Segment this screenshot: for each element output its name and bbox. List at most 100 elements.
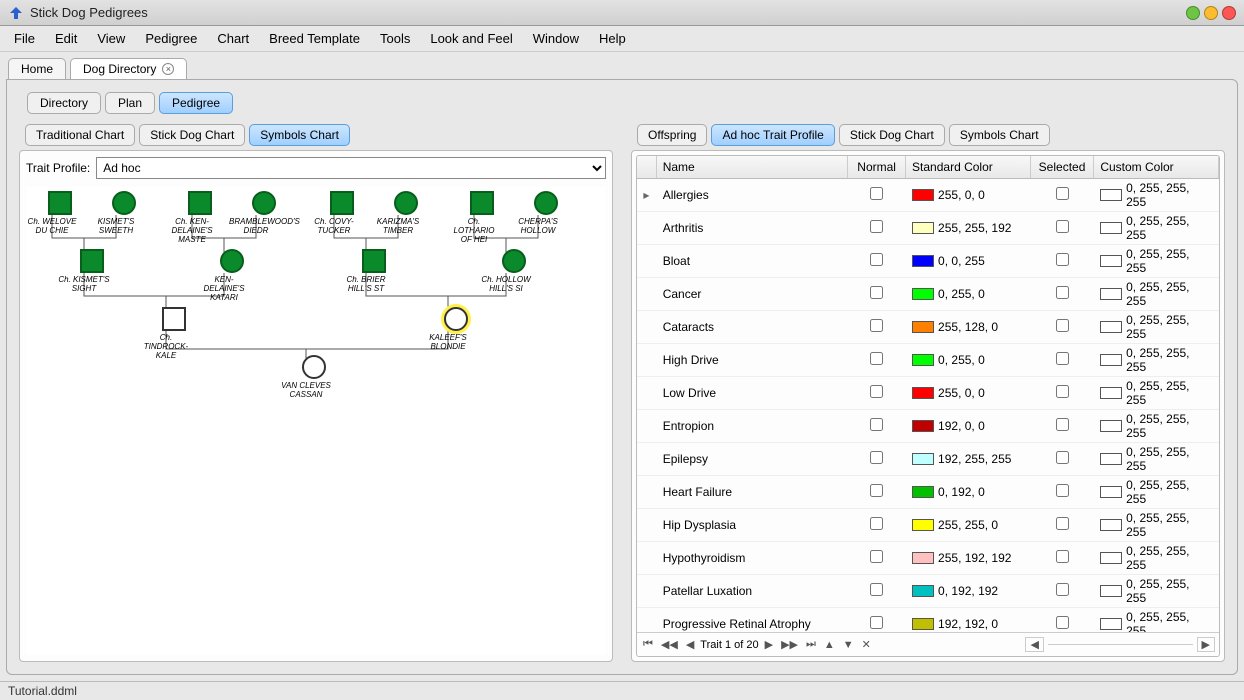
trait-row[interactable]: Entropion192, 0, 00, 255, 255, 255 <box>637 410 1219 443</box>
nav-nextpage-icon[interactable]: ▶▶ <box>779 638 800 651</box>
pedigree-node[interactable]: Ch. TINDROCK-KALE <box>154 307 193 360</box>
nav-scroll-right-icon[interactable]: ▶ <box>1197 637 1215 652</box>
selected-checkbox[interactable] <box>1056 385 1069 398</box>
pedigree-node[interactable]: BRAMBLEWOOD'S DIEDR <box>244 191 283 235</box>
trait-row[interactable]: Progressive Retinal Atrophy192, 192, 00,… <box>637 608 1219 632</box>
standard-color-swatch[interactable] <box>912 288 934 300</box>
trait-row[interactable]: Cataracts255, 128, 00, 255, 255, 255 <box>637 311 1219 344</box>
standard-color-swatch[interactable] <box>912 585 934 597</box>
custom-color-swatch[interactable] <box>1100 453 1122 465</box>
standard-color-swatch[interactable] <box>912 222 934 234</box>
custom-color-swatch[interactable] <box>1100 618 1122 630</box>
col-selected[interactable]: Selected <box>1031 156 1095 178</box>
normal-checkbox[interactable] <box>870 220 883 233</box>
trait-tab-stick-dog-chart[interactable]: Stick Dog Chart <box>839 124 945 146</box>
custom-color-swatch[interactable] <box>1100 354 1122 366</box>
col-standard-color[interactable]: Standard Color <box>906 156 1031 178</box>
custom-color-swatch[interactable] <box>1100 585 1122 597</box>
pedigree-node[interactable]: KALEEF'S BLONDIE <box>436 307 475 351</box>
menu-window[interactable]: Window <box>523 28 589 49</box>
menu-edit[interactable]: Edit <box>45 28 87 49</box>
custom-color-swatch[interactable] <box>1100 387 1122 399</box>
pedigree-node[interactable]: KISMET'S SWEETH <box>104 191 143 235</box>
trait-row[interactable]: Epilepsy192, 255, 2550, 255, 255, 255 <box>637 443 1219 476</box>
custom-color-swatch[interactable] <box>1100 321 1122 333</box>
menu-tools[interactable]: Tools <box>370 28 420 49</box>
menu-view[interactable]: View <box>87 28 135 49</box>
nav-scroll-left-icon[interactable]: ◀ <box>1025 637 1043 652</box>
standard-color-swatch[interactable] <box>912 453 934 465</box>
normal-checkbox[interactable] <box>870 253 883 266</box>
custom-color-swatch[interactable] <box>1100 552 1122 564</box>
standard-color-swatch[interactable] <box>912 486 934 498</box>
pedigree-node[interactable]: Ch. KISMET'S SIGHT <box>72 249 111 293</box>
selected-checkbox[interactable] <box>1056 451 1069 464</box>
trait-row[interactable]: Heart Failure0, 192, 00, 255, 255, 255 <box>637 476 1219 509</box>
menu-file[interactable]: File <box>4 28 45 49</box>
selected-checkbox[interactable] <box>1056 253 1069 266</box>
custom-color-swatch[interactable] <box>1100 519 1122 531</box>
chart-tab-stick-dog-chart[interactable]: Stick Dog Chart <box>139 124 245 146</box>
custom-color-swatch[interactable] <box>1100 255 1122 267</box>
pedigree-node[interactable]: KEN-DELAINE'S KATARI <box>212 249 251 302</box>
menu-look-and-feel[interactable]: Look and Feel <box>420 28 522 49</box>
trait-tab-symbols-chart[interactable]: Symbols Chart <box>949 124 1050 146</box>
selected-checkbox[interactable] <box>1056 517 1069 530</box>
subtab-pedigree[interactable]: Pedigree <box>159 92 233 114</box>
nav-next-icon[interactable]: ▶ <box>763 638 775 651</box>
selected-checkbox[interactable] <box>1056 286 1069 299</box>
trait-row[interactable]: Low Drive255, 0, 00, 255, 255, 255 <box>637 377 1219 410</box>
selected-checkbox[interactable] <box>1056 319 1069 332</box>
chart-tab-traditional-chart[interactable]: Traditional Chart <box>25 124 135 146</box>
menu-pedigree[interactable]: Pedigree <box>135 28 207 49</box>
menu-breed-template[interactable]: Breed Template <box>259 28 370 49</box>
selected-checkbox[interactable] <box>1056 418 1069 431</box>
standard-color-swatch[interactable] <box>912 552 934 564</box>
custom-color-swatch[interactable] <box>1100 222 1122 234</box>
normal-checkbox[interactable] <box>870 286 883 299</box>
chart-tab-symbols-chart[interactable]: Symbols Chart <box>249 124 350 146</box>
standard-color-swatch[interactable] <box>912 354 934 366</box>
standard-color-swatch[interactable] <box>912 420 934 432</box>
col-custom-color[interactable]: Custom Color <box>1094 156 1219 178</box>
col-normal[interactable]: Normal <box>848 156 906 178</box>
selected-checkbox[interactable] <box>1056 220 1069 233</box>
trait-row[interactable]: Cancer0, 255, 00, 255, 255, 255 <box>637 278 1219 311</box>
normal-checkbox[interactable] <box>870 517 883 530</box>
trait-row[interactable]: High Drive0, 255, 00, 255, 255, 255 <box>637 344 1219 377</box>
standard-color-swatch[interactable] <box>912 321 934 333</box>
normal-checkbox[interactable] <box>870 550 883 563</box>
trait-row[interactable]: Hypothyroidism255, 192, 1920, 255, 255, … <box>637 542 1219 575</box>
trait-tab-ad-hoc-trait-profile[interactable]: Ad hoc Trait Profile <box>711 124 834 146</box>
nav-up-icon[interactable]: ▲ <box>822 639 837 651</box>
menu-help[interactable]: Help <box>589 28 636 49</box>
trait-profile-select[interactable]: Ad hoc <box>96 157 606 179</box>
nav-prev-icon[interactable]: ◀ <box>684 638 696 651</box>
custom-color-swatch[interactable] <box>1100 420 1122 432</box>
col-name[interactable]: Name <box>657 156 849 178</box>
trait-row[interactable]: Patellar Luxation0, 192, 1920, 255, 255,… <box>637 575 1219 608</box>
nav-first-icon[interactable]: ⏮ <box>641 638 655 651</box>
main-tab-dog-directory[interactable]: Dog Directory× <box>70 58 187 79</box>
normal-checkbox[interactable] <box>870 187 883 200</box>
normal-checkbox[interactable] <box>870 583 883 596</box>
normal-checkbox[interactable] <box>870 319 883 332</box>
pedigree-node[interactable]: Ch. BRIER HILL'S ST <box>354 249 393 293</box>
standard-color-swatch[interactable] <box>912 255 934 267</box>
custom-color-swatch[interactable] <box>1100 486 1122 498</box>
pedigree-node[interactable]: KARIZMA'S TIMBER <box>386 191 425 235</box>
standard-color-swatch[interactable] <box>912 387 934 399</box>
pedigree-node[interactable]: Ch. HOLLOW HILL'S SI <box>494 249 533 293</box>
pedigree-node[interactable]: Ch. KEN-DELAINE'S MASTE <box>180 191 219 244</box>
normal-checkbox[interactable] <box>870 385 883 398</box>
maximize-button[interactable] <box>1204 6 1218 20</box>
selected-checkbox[interactable] <box>1056 187 1069 200</box>
normal-checkbox[interactable] <box>870 616 883 629</box>
nav-last-icon[interactable]: ⏭ <box>804 638 818 651</box>
standard-color-swatch[interactable] <box>912 519 934 531</box>
custom-color-swatch[interactable] <box>1100 288 1122 300</box>
normal-checkbox[interactable] <box>870 451 883 464</box>
pedigree-node[interactable]: Ch. LOTHARIO OF HEI <box>462 191 501 244</box>
trait-row[interactable]: ▸Allergies255, 0, 00, 255, 255, 255 <box>637 179 1219 212</box>
pedigree-node[interactable]: Ch. WELOVE DU CHIE <box>40 191 79 235</box>
